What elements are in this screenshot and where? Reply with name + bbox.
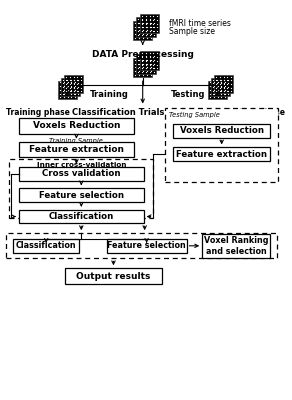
Bar	[65, 268, 162, 284]
Bar	[19, 142, 134, 157]
Text: Classification: Classification	[16, 241, 77, 250]
Bar	[19, 188, 144, 202]
Text: Testing phase: Testing phase	[225, 108, 285, 117]
Bar	[211, 78, 230, 96]
Text: Training: Training	[90, 90, 129, 99]
Text: Feature selection: Feature selection	[107, 241, 186, 250]
Bar	[214, 75, 233, 93]
Bar	[64, 75, 83, 93]
Text: Classification Trials: Classification Trials	[72, 108, 164, 117]
Text: Voxels Reduction: Voxels Reduction	[33, 122, 120, 130]
Bar	[107, 239, 187, 253]
Text: DATA Preprocessing: DATA Preprocessing	[92, 50, 194, 59]
Text: Testing: Testing	[171, 90, 205, 99]
Bar	[140, 14, 159, 33]
Bar	[208, 81, 227, 99]
Bar	[19, 118, 134, 134]
Bar	[61, 78, 80, 96]
Bar	[202, 234, 270, 258]
Bar	[9, 159, 153, 218]
Text: Voxels Reduction: Voxels Reduction	[180, 126, 264, 135]
Text: Feature selection: Feature selection	[39, 191, 124, 200]
Bar	[173, 124, 270, 138]
Bar	[136, 54, 156, 74]
Bar	[140, 51, 159, 70]
Bar	[136, 17, 156, 37]
Bar	[133, 21, 152, 40]
Text: Cross validation: Cross validation	[42, 169, 121, 178]
Text: Feature extraction: Feature extraction	[29, 145, 124, 154]
Bar	[173, 147, 270, 161]
Bar	[133, 58, 152, 77]
Bar	[6, 233, 277, 258]
Bar	[13, 239, 79, 253]
Text: Training Sample: Training Sample	[50, 138, 103, 144]
Text: Output results: Output results	[76, 272, 151, 280]
Text: Sample size: Sample size	[169, 27, 215, 36]
Text: Testing Sample: Testing Sample	[169, 112, 220, 118]
Text: Classification: Classification	[49, 212, 114, 221]
Bar	[58, 81, 77, 99]
Text: Feature extraction: Feature extraction	[176, 150, 267, 159]
Bar	[19, 167, 144, 180]
Text: Voxel Ranking
and selection: Voxel Ranking and selection	[204, 236, 269, 256]
Text: fMRI time series: fMRI time series	[169, 19, 231, 28]
Bar	[19, 210, 144, 223]
Text: Inner cross-validation: Inner cross-validation	[36, 162, 126, 168]
Text: Training phase: Training phase	[6, 108, 70, 117]
Bar	[165, 108, 278, 182]
